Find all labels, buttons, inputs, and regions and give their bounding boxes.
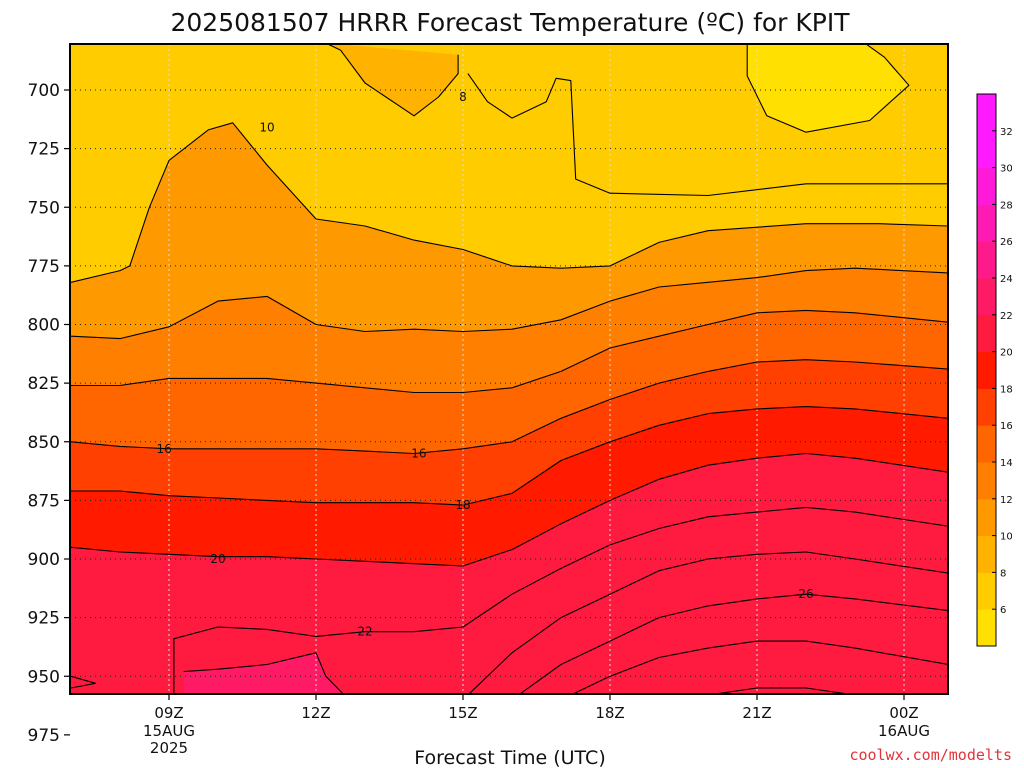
contour-8 (467, 73, 948, 197)
contour-24 (183, 652, 317, 673)
fill-cell-22 (183, 652, 344, 694)
colorbar-swatch (977, 351, 996, 389)
y-tick-label: 725 (28, 140, 60, 160)
y-tick-label: 700 (28, 81, 60, 101)
contour-label: 8 (459, 90, 467, 104)
temperature-fill-layers (70, 44, 948, 694)
fill-band-20 (70, 453, 948, 694)
chart-title: 2025081507 HRRR Forecast Temperature (ºC… (170, 8, 850, 37)
contour-16 (70, 359, 948, 455)
x-tick-label: 18Z (595, 704, 624, 722)
colorbar-label: 12 (1000, 495, 1013, 506)
contour-lines (70, 44, 948, 758)
colorbar-swatch (977, 278, 996, 316)
y-tick-label: 925 (28, 609, 60, 629)
y-tick-label: 750 (28, 198, 60, 218)
colorbar-swatch (977, 94, 996, 132)
colorbar-swatch (977, 388, 996, 426)
colorbar-swatch (977, 535, 996, 573)
colorbar-label: 8 (1000, 568, 1006, 579)
colorbar-swatch (977, 425, 996, 463)
y-tick-label: 900 (28, 550, 60, 570)
contour-label: 16 (156, 442, 171, 456)
colorbar-label: 24 (1000, 274, 1013, 285)
y-tick-label: 775 (28, 257, 60, 277)
contour-24 (468, 551, 948, 694)
colorbar-swatch (977, 167, 996, 205)
x-tick-label: 21Z (742, 704, 771, 722)
colorbar-label: 16 (1000, 421, 1013, 432)
contour-label: 16 (411, 446, 426, 460)
contour-label: 26 (798, 587, 813, 601)
contour-20 (70, 452, 948, 567)
x-tick-sublabel: 15AUG (143, 722, 195, 740)
contour-10 (70, 122, 948, 283)
contour-label: 20 (210, 716, 225, 730)
x-axis-label: Forecast Time (UTC) (414, 747, 605, 768)
contour-12 (70, 267, 948, 340)
colorbar: 6 8 10 12 14 16 18 20 22 24 26 28 30 32 (976, 93, 1013, 647)
contour-24 (315, 652, 345, 694)
contour-26 (518, 593, 948, 694)
contour-label: 10 (259, 121, 274, 135)
plot-area: 10 8 16 16 18 20 22 26 20 (70, 44, 948, 758)
colorbar-frame (976, 93, 997, 647)
y-tick-label: 975 (28, 726, 60, 746)
colorbar-label: 14 (1000, 458, 1013, 469)
colorbar-label: 30 (1000, 164, 1013, 175)
colorbar-swatch (977, 498, 996, 537)
colorbar-swatch (977, 609, 996, 647)
x-tick-label: 09Z (154, 704, 183, 722)
fill-cell-8 (327, 44, 459, 116)
contour-label: 20 (210, 552, 225, 566)
plot-frame (69, 43, 949, 695)
y-tick-label: 800 (28, 316, 60, 336)
grid-lines (70, 44, 948, 694)
y-tick-label: 950 (28, 667, 60, 687)
contour-18 (71, 406, 948, 506)
x-tick-label: 00Z (889, 704, 918, 722)
colorbar-label: 26 (1000, 237, 1013, 248)
contour-22 (173, 506, 948, 694)
contour-14 (71, 309, 948, 394)
contour-labels: 10 8 16 16 18 20 22 26 20 (156, 90, 813, 730)
x-tick-sublabel: 2025 (150, 739, 188, 757)
fill-cell-5 (747, 44, 909, 133)
colorbar-swatch (977, 314, 996, 353)
contour-20 (71, 742, 316, 758)
colorbar-swatch (977, 241, 996, 279)
contour-22 (70, 675, 97, 689)
contour-label: 18 (455, 498, 470, 512)
colorbar-label: 18 (1000, 384, 1013, 395)
x-tick-sublabel: 16AUG (878, 722, 930, 740)
contour-label: 22 (357, 625, 372, 639)
contour-8 (326, 44, 459, 117)
credit-text: coolwx.com/modelts (849, 746, 1012, 764)
y-tick-label: 875 (28, 491, 60, 511)
y-axis-ticks: 700 725 750 775 800 825 850 875 900 925 950 975 (28, 81, 70, 746)
colorbar-label: 6 (1000, 605, 1006, 616)
contour-28 (571, 640, 948, 694)
colorbar-swatch (977, 462, 996, 500)
fill-left-band (70, 638, 174, 694)
colorbar-label: 10 (1000, 532, 1013, 543)
x-tick-label: 12Z (301, 704, 330, 722)
y-tick-label: 850 (28, 433, 60, 453)
colorbar-label: 28 (1000, 200, 1013, 211)
contour-6 (746, 44, 910, 133)
colorbar-label: 22 (1000, 311, 1013, 322)
y-tick-label: 825 (28, 374, 60, 394)
colorbar-swatch (977, 130, 996, 169)
colorbar-swatch (977, 572, 996, 610)
colorbar-label: 32 (1000, 127, 1013, 138)
x-tick-label: 15Z (448, 704, 477, 722)
colorbar-swatch (977, 204, 996, 242)
colorbar-label: 20 (1000, 348, 1013, 359)
